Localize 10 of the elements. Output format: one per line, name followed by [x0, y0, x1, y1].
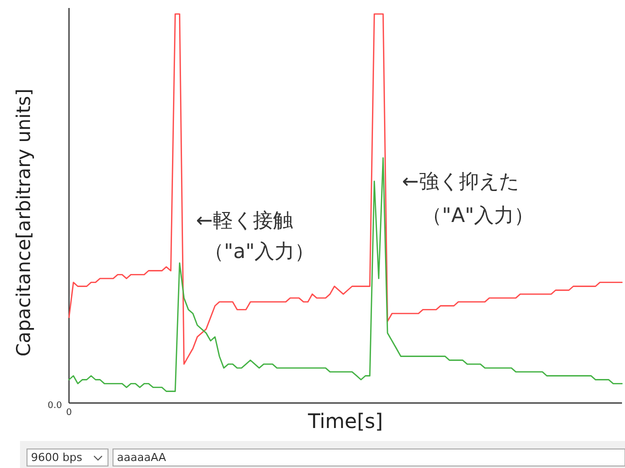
text: 0.0: [48, 401, 62, 411]
annotation: ←軽く接触: [196, 208, 293, 232]
annotation: （"A"入力）: [422, 203, 534, 227]
annotation: ←強く抑えた: [402, 169, 519, 193]
x-axis-title: Time[s]: [307, 409, 383, 433]
text: 9600 bps: [31, 451, 82, 464]
y-axis-title: Capacitance[arbitrary units]: [13, 88, 35, 356]
annotation: （"a"入力）: [204, 239, 315, 263]
text: 0: [66, 408, 72, 418]
text: aaaaaAA: [117, 451, 167, 464]
